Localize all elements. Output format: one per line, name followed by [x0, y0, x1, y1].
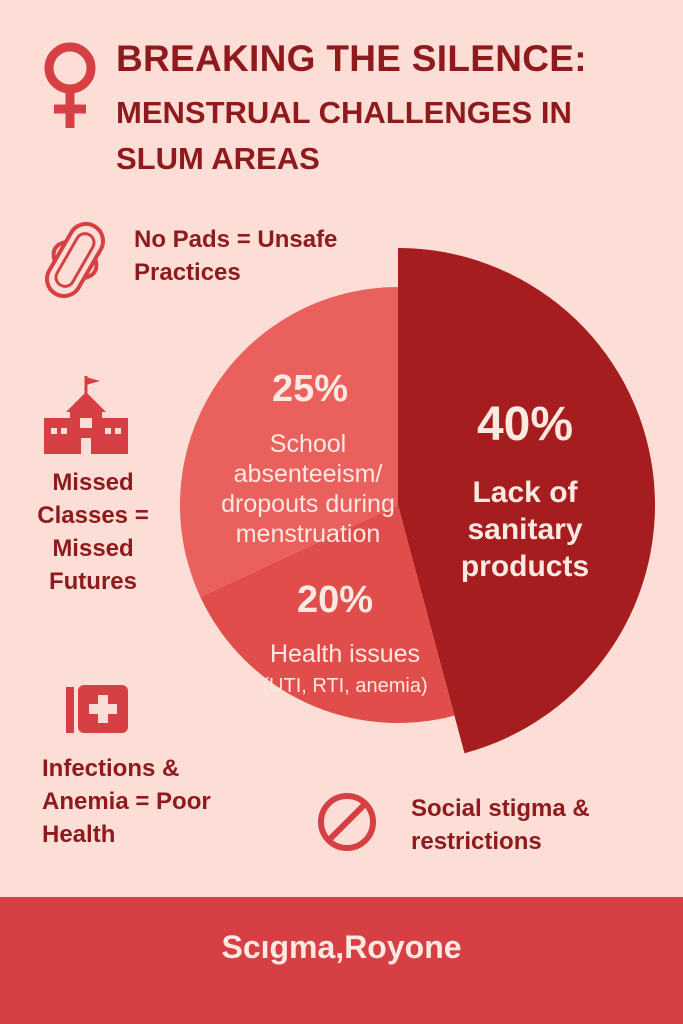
pie-chart: 40% Lack of sanitary products 20% Health issu… [180, 248, 655, 754]
slice-category-label-0: Lack of sanitary products [461, 476, 589, 583]
slice-percent-label-0: 40% [477, 398, 573, 451]
callout-no-pads: No Pads = Unsafe Practices [134, 226, 338, 286]
page-subtitle: MENSTRUAL CHALLENGES IN SLUM AREAS [116, 95, 572, 176]
school-icon [44, 376, 128, 454]
pie-slice-2 [180, 287, 398, 598]
footer-bar: Scıgma,Royone [0, 897, 683, 1024]
footer-text: Scıgma,Royone [221, 929, 462, 965]
callout-social-stigma: Social stigma & restrictions [411, 795, 590, 855]
slice-percent-label-2: 25% [272, 368, 348, 410]
pie-slice-1 [200, 505, 455, 723]
sanitary-pad-icon [45, 221, 105, 299]
female-symbol-icon [44, 42, 96, 128]
pie-slice-0 [398, 248, 655, 754]
callout-infections: Infections & Anemia = Poor Health [42, 755, 211, 848]
slice-percent-label-1: 20% [297, 579, 373, 621]
prohibited-icon [318, 793, 376, 851]
callout-missed-classes: Missed Classes = Missed Futures [37, 469, 149, 595]
slice-category-label-1: Health issues (UTI, RTI, anemia) [262, 640, 427, 697]
slice-category-label-2: School absenteeism/dropouts during menstru… [221, 430, 395, 548]
page-title: BREAKING THE SILENCE: [116, 38, 587, 79]
first-aid-kit-icon [66, 685, 128, 733]
